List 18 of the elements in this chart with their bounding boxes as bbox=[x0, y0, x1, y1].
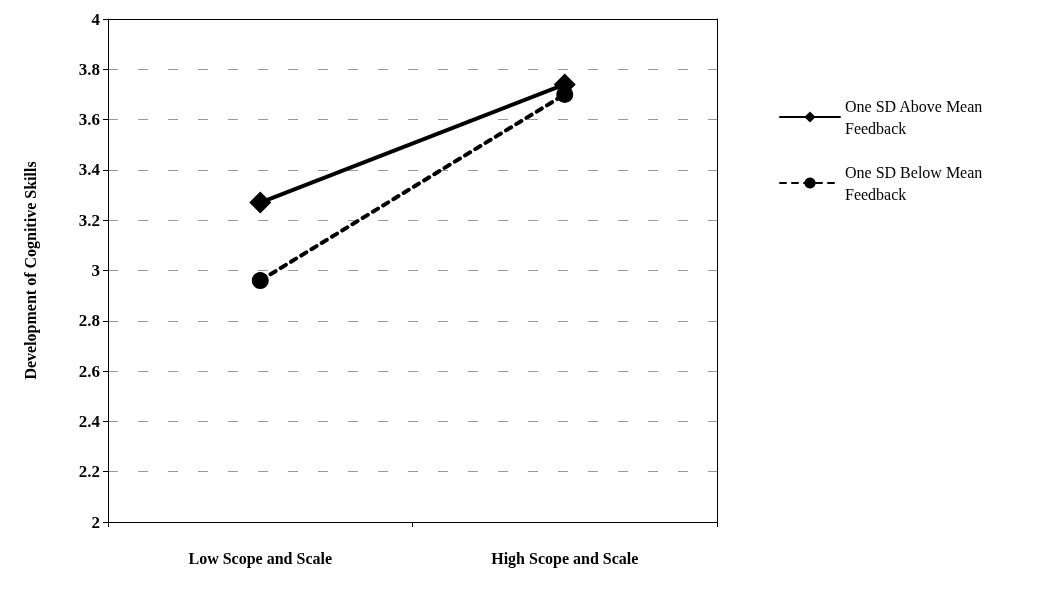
legend-label: One SD Above Mean Feedback bbox=[845, 97, 987, 137]
y-tick-label: 3.8 bbox=[78, 59, 100, 79]
y-tick-label: 3.6 bbox=[78, 110, 100, 130]
y-axis-title: Development of Cognitive Skills bbox=[21, 161, 40, 380]
y-tick-label: 2.6 bbox=[78, 361, 100, 381]
y-tick-label: 2.2 bbox=[78, 462, 100, 482]
legend-label: One SD Below Mean Feedback bbox=[845, 163, 987, 203]
x-tick-label: Low Scope and Scale bbox=[188, 549, 333, 568]
y-tick-label: 3.4 bbox=[78, 160, 101, 180]
y-tick-label: 2.4 bbox=[78, 411, 101, 431]
y-tick-label: 4 bbox=[91, 9, 101, 29]
y-tick-label: 3.2 bbox=[78, 210, 100, 230]
y-tick-label: 2 bbox=[91, 512, 100, 532]
point bbox=[251, 272, 269, 290]
y-tick-label: 3 bbox=[91, 261, 100, 280]
point bbox=[249, 191, 272, 214]
x-tick-label: High Scope and Scale bbox=[491, 549, 639, 568]
y-tick-label: 2.8 bbox=[78, 311, 100, 331]
